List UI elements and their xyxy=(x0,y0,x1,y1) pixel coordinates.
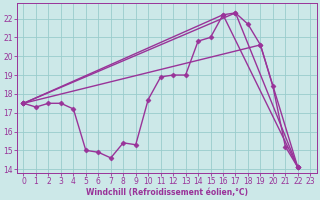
X-axis label: Windchill (Refroidissement éolien,°C): Windchill (Refroidissement éolien,°C) xyxy=(86,188,248,197)
